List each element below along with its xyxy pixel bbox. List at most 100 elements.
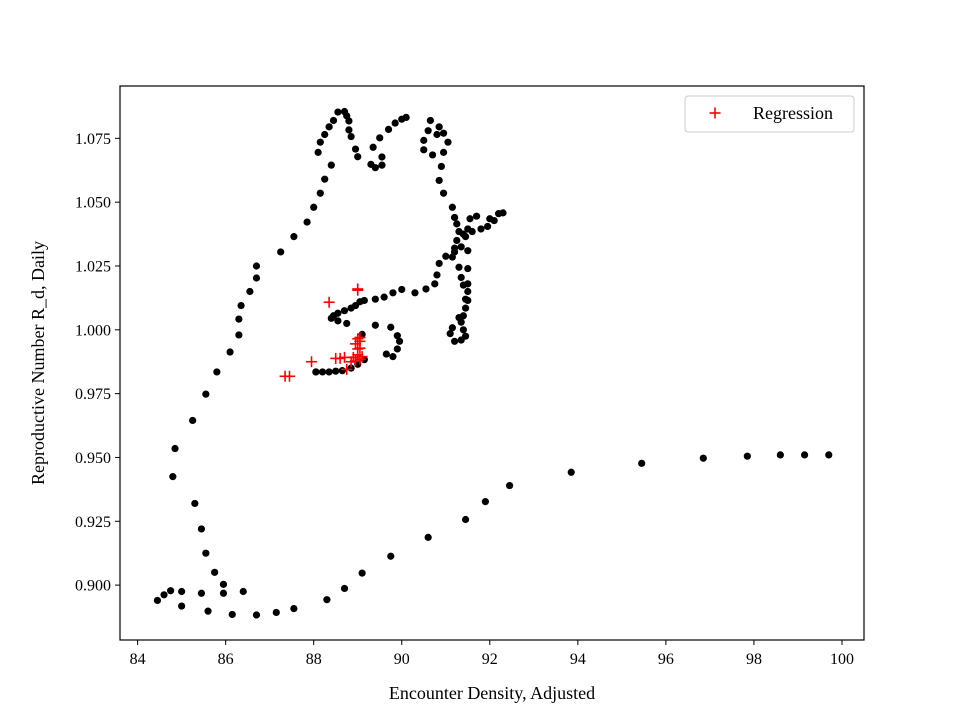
data-point: [378, 161, 386, 169]
data-point: [431, 280, 439, 288]
data-point: [345, 117, 353, 125]
data-point: [411, 289, 419, 297]
data-point: [316, 138, 324, 146]
data-point: [202, 390, 210, 398]
data-point: [453, 236, 461, 245]
x-axis: 84 86 88 90 92 94 96 98 100: [130, 640, 854, 668]
data-point: [424, 533, 432, 541]
data-point: [464, 287, 472, 296]
data-point: [277, 248, 285, 256]
data-point: [323, 596, 331, 604]
data-point: [437, 162, 445, 171]
data-point: [450, 248, 459, 256]
data-point: [420, 146, 428, 154]
data-point: [371, 295, 379, 303]
regression-point: [283, 370, 295, 382]
data-point: [358, 569, 366, 577]
data-point: [314, 148, 322, 156]
data-point: [325, 368, 333, 376]
data-point: [369, 143, 377, 151]
data-point: [340, 584, 349, 593]
data-point: [189, 416, 197, 425]
data-point: [334, 108, 342, 116]
data-point: [167, 587, 175, 595]
data-point: [371, 321, 379, 329]
data-point: [312, 368, 320, 376]
data-point: [457, 336, 465, 344]
data-point: [455, 263, 463, 271]
data-point: [371, 164, 379, 172]
data-point: [743, 452, 751, 460]
data-point: [420, 136, 428, 144]
regression-point: [352, 333, 364, 345]
data-point: [169, 473, 177, 481]
data-point: [380, 293, 388, 301]
regression-point: [323, 296, 335, 308]
legend-plus-icon: [709, 107, 721, 119]
data-point: [382, 350, 390, 358]
data-point: [450, 337, 459, 345]
data-point: [472, 212, 481, 220]
data-point: [310, 203, 318, 211]
data-point: [376, 134, 384, 142]
data-point: [303, 218, 311, 226]
x-tick-label: 86: [218, 651, 234, 668]
data-point: [439, 189, 448, 197]
data-point: [464, 264, 472, 273]
data-point: [213, 368, 221, 376]
data-point: [448, 324, 456, 332]
data-point: [459, 230, 467, 238]
data-point: [393, 345, 401, 353]
data-point: [638, 459, 646, 467]
data-point: [490, 216, 498, 225]
data-point: [334, 317, 342, 325]
data-point: [252, 611, 261, 619]
data-point: [402, 113, 410, 122]
regression-point: [341, 363, 353, 375]
data-point: [461, 295, 470, 303]
data-point: [477, 225, 485, 233]
data-point: [422, 285, 430, 293]
y-tick-label: 0.900: [75, 578, 111, 595]
data-point: [219, 589, 228, 597]
data-point: [435, 259, 443, 268]
data-point: [237, 301, 245, 310]
data-point: [439, 148, 448, 156]
regression-point: [356, 351, 368, 363]
data-point: [272, 608, 280, 617]
regression-point: [306, 356, 318, 368]
x-tick-label: 96: [658, 651, 674, 668]
data-point: [446, 330, 454, 338]
data-point: [252, 262, 261, 270]
data-point: [424, 127, 432, 135]
data-point: [464, 280, 472, 288]
data-point: [327, 161, 335, 169]
data-point: [327, 314, 335, 322]
data-point: [825, 451, 833, 459]
data-point: [228, 610, 236, 619]
data-point: [389, 289, 397, 297]
data-point: [347, 132, 355, 141]
y-axis-label: Reproductive Number R_d, Daily: [28, 241, 48, 485]
data-point: [351, 145, 360, 153]
data-point: [435, 123, 443, 131]
data-point: [153, 596, 162, 605]
data-point: [321, 130, 329, 139]
plot-marks: [153, 107, 833, 619]
data-point: [499, 209, 507, 217]
x-tick-label: 94: [570, 651, 586, 668]
data-point: [457, 273, 465, 282]
data-point: [197, 525, 206, 533]
data-point: [191, 499, 199, 508]
data-point: [389, 353, 397, 361]
data-point: [340, 307, 349, 315]
x-tick-label: 90: [394, 651, 410, 668]
legend-marker-regression: [709, 107, 721, 119]
regression-point: [352, 283, 364, 295]
data-point: [398, 285, 406, 294]
y-tick-label: 0.950: [75, 450, 111, 467]
data-point: [290, 604, 298, 613]
data-point: [235, 331, 243, 339]
x-tick-label: 92: [482, 651, 498, 668]
